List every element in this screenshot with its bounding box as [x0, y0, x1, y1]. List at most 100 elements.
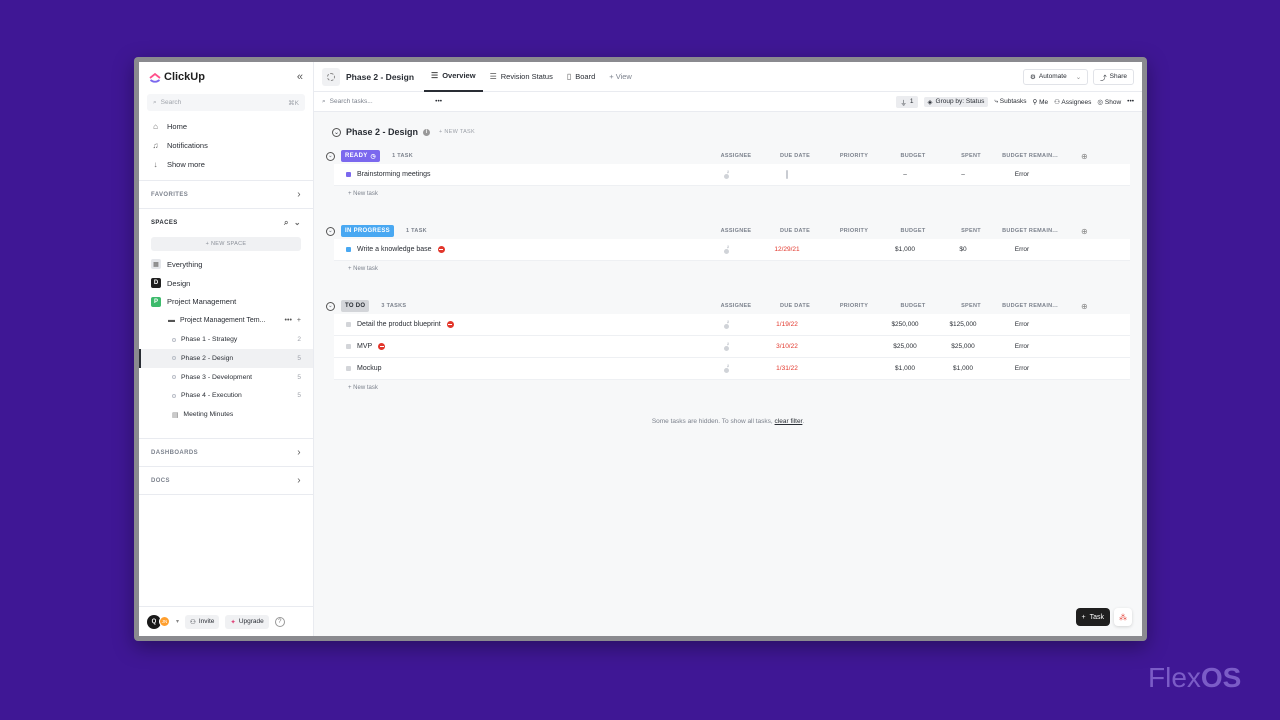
- status-square-icon[interactable]: [346, 366, 351, 371]
- list-phase-2[interactable]: Phase 2 - Design 5: [139, 348, 313, 368]
- space-everything[interactable]: ▦ Everything: [139, 255, 313, 274]
- budget-cell[interactable]: $1,000: [895, 246, 915, 253]
- task-name[interactable]: Write a knowledge base: [357, 246, 432, 253]
- me-button[interactable]: ⚲ Me: [1033, 98, 1049, 106]
- assignee-icon[interactable]: [727, 342, 729, 351]
- collapse-icon[interactable]: ⌄: [326, 301, 335, 311]
- spent-cell[interactable]: $0: [959, 246, 967, 253]
- col-header[interactable]: DUE DATE: [779, 228, 811, 234]
- spent-cell[interactable]: $1,000: [953, 365, 973, 372]
- col-header[interactable]: ASSIGNEE: [720, 153, 752, 159]
- spent-cell[interactable]: $125,000: [949, 321, 977, 328]
- assignees-button[interactable]: ⚇ Assignees: [1054, 98, 1091, 106]
- invite-button[interactable]: ⚇ Invite: [185, 614, 220, 629]
- add-column-icon[interactable]: ⊕: [1080, 151, 1088, 161]
- col-header[interactable]: ASSIGNEE: [720, 228, 752, 234]
- clickup-logo[interactable]: ClickUp: [149, 71, 205, 83]
- sidebar-search[interactable]: ⌕ Search ⌘K: [147, 94, 305, 111]
- doc-meeting-minutes[interactable]: ▤ Meeting Minutes: [139, 405, 313, 424]
- nav-notifications[interactable]: ♫ Notifications: [139, 136, 313, 155]
- status-badge[interactable]: READY ◷: [341, 150, 381, 162]
- docs-section[interactable]: DOCS ›: [139, 467, 313, 496]
- new-task-button[interactable]: + New task: [348, 266, 378, 272]
- add-column-icon[interactable]: ⊕: [1080, 226, 1088, 236]
- status-badge[interactable]: TO DO: [341, 300, 370, 312]
- col-header[interactable]: PRIORITY: [839, 153, 869, 159]
- assignee-icon[interactable]: [727, 364, 729, 373]
- info-icon[interactable]: i: [423, 128, 431, 136]
- table-row[interactable]: Mockup 1/31/22 $1,000 $1,000 Error: [334, 358, 1130, 380]
- col-header[interactable]: SPENT: [961, 228, 981, 234]
- due-date-cell[interactable]: 1/19/22: [776, 321, 798, 328]
- col-header[interactable]: PRIORITY: [839, 228, 869, 234]
- new-task-button[interactable]: + New task: [348, 385, 378, 391]
- assignee-icon[interactable]: [727, 170, 729, 179]
- dashboards-section[interactable]: DASHBOARDS ›: [139, 439, 313, 468]
- collapse-icon[interactable]: ⌄: [326, 226, 335, 236]
- more-icon[interactable]: •••: [1127, 98, 1134, 105]
- col-header[interactable]: BUDGET REMAIN...: [1002, 228, 1058, 234]
- due-date-cell[interactable]: 12/29/21: [774, 246, 800, 253]
- col-header[interactable]: BUDGET: [900, 228, 926, 234]
- task-name[interactable]: Brainstorming meetings: [357, 171, 431, 178]
- status-square-icon[interactable]: [346, 322, 351, 327]
- upgrade-button[interactable]: ✦ Upgrade: [225, 614, 269, 629]
- budget-cell[interactable]: –: [903, 171, 907, 178]
- spent-cell[interactable]: $25,000: [951, 343, 975, 350]
- plus-icon[interactable]: +: [296, 317, 301, 325]
- list-phase-3[interactable]: Phase 3 - Development 5: [139, 368, 313, 387]
- col-header[interactable]: DUE DATE: [779, 153, 811, 159]
- subtasks-button[interactable]: ⤷ Subtasks: [994, 98, 1026, 106]
- add-column-icon[interactable]: ⊕: [1080, 301, 1088, 311]
- group-by-button[interactable]: ◈ Group by: Status: [923, 96, 989, 107]
- status-square-icon[interactable]: [346, 247, 351, 252]
- user-avatar-secondary[interactable]: JN: [159, 616, 170, 627]
- new-task-header-button[interactable]: + NEW TASK: [439, 129, 475, 135]
- status-square-icon[interactable]: [346, 172, 351, 177]
- filter-button[interactable]: ⏚ 1: [896, 95, 918, 108]
- more-icon[interactable]: •••: [435, 98, 442, 105]
- col-header[interactable]: BUDGET REMAIN...: [1002, 153, 1058, 159]
- help-icon[interactable]: ?: [274, 616, 285, 627]
- budget-cell[interactable]: $25,000: [893, 343, 917, 350]
- table-row[interactable]: Detail the product blueprint 1/19/22 $25…: [334, 314, 1130, 336]
- collapse-icon[interactable]: ⌄: [332, 127, 341, 137]
- favorites-section[interactable]: FAVORITES ›: [139, 181, 313, 209]
- status-square-icon[interactable]: [346, 344, 351, 349]
- task-name[interactable]: Mockup: [357, 365, 382, 372]
- add-task-button[interactable]: + Task: [1075, 608, 1110, 626]
- col-header[interactable]: ASSIGNEE: [720, 303, 752, 309]
- tab-overview[interactable]: ☰ Overview: [424, 62, 483, 92]
- task-name[interactable]: Detail the product blueprint: [357, 321, 441, 328]
- collapse-sidebar-icon[interactable]: «: [296, 71, 303, 83]
- calendar-icon[interactable]: [786, 170, 788, 179]
- space-design[interactable]: D Design: [139, 274, 313, 293]
- list-phase-1[interactable]: Phase 1 - Strategy 2: [139, 330, 313, 349]
- list-phase-4[interactable]: Phase 4 - Execution 5: [139, 387, 313, 406]
- table-row[interactable]: Write a knowledge base 12/29/21 $1,000 $…: [334, 239, 1130, 261]
- spent-cell[interactable]: –: [961, 171, 965, 178]
- apps-icon[interactable]: ⁂: [1114, 608, 1132, 626]
- show-button[interactable]: ◎ Show: [1097, 98, 1121, 106]
- clear-filter-link[interactable]: clear filter: [774, 418, 803, 425]
- col-header[interactable]: SPENT: [961, 153, 981, 159]
- col-header[interactable]: SPENT: [961, 303, 981, 309]
- task-name[interactable]: MVP: [357, 343, 373, 350]
- collapse-icon[interactable]: ⌄: [326, 151, 335, 161]
- col-header[interactable]: BUDGET: [900, 303, 926, 309]
- search-icon[interactable]: ⌕: [284, 218, 289, 227]
- chevron-down-icon[interactable]: ⌄: [293, 218, 301, 227]
- assignee-icon[interactable]: [727, 320, 729, 329]
- nav-home[interactable]: ⌂ Home: [139, 117, 313, 136]
- table-row[interactable]: MVP 3/10/22 $25,000 $25,000 Error: [334, 336, 1130, 358]
- col-header[interactable]: PRIORITY: [839, 303, 869, 309]
- task-search[interactable]: ⌕ Search tasks... •••: [322, 98, 442, 106]
- tab-board[interactable]: ▯ Board: [560, 62, 602, 92]
- tab-add-view[interactable]: + View: [609, 72, 632, 81]
- due-date-cell[interactable]: 3/10/22: [776, 343, 798, 350]
- status-badge[interactable]: IN PROGRESS: [341, 225, 394, 237]
- automate-button[interactable]: ⚙ Automate ⌄: [1023, 68, 1089, 85]
- budget-cell[interactable]: $250,000: [891, 321, 919, 328]
- nav-show-more[interactable]: ↓ Show more: [139, 155, 313, 174]
- assignee-icon[interactable]: [727, 245, 729, 254]
